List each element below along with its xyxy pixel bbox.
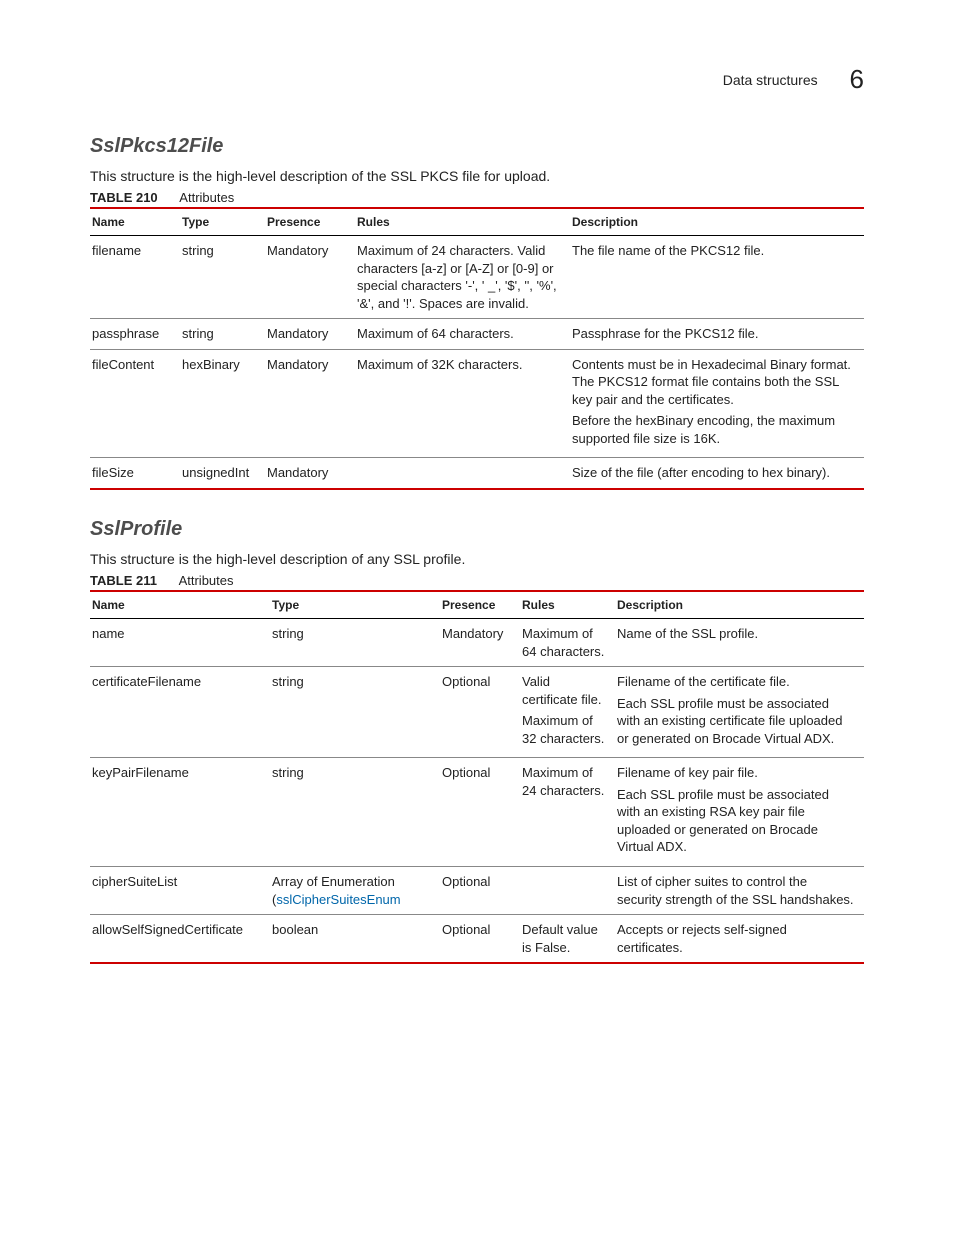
table211-label: Attributes	[179, 573, 234, 588]
cell-desc: Filename of key pair file. Each SSL prof…	[615, 758, 864, 867]
col-description: Description	[615, 591, 864, 619]
cell-name: cipherSuiteList	[90, 867, 270, 915]
table-sslpkcs12file: Name Type Presence Rules Description fil…	[90, 207, 864, 490]
col-description: Description	[570, 208, 864, 236]
cell-type: string	[180, 319, 265, 350]
cell-desc-p2: Before the hexBinary encoding, the maxim…	[572, 412, 854, 447]
col-rules: Rules	[520, 591, 615, 619]
table-row: allowSelfSignedCertificate boolean Optio…	[90, 915, 864, 964]
cell-desc: Size of the file (after encoding to hex …	[570, 458, 864, 489]
table-row: fileContent hexBinary Mandatory Maximum …	[90, 349, 864, 458]
table211-number: TABLE 211	[90, 573, 157, 588]
cell-rules	[355, 458, 570, 489]
col-name: Name	[90, 208, 180, 236]
table211-caption: TABLE 211 Attributes	[90, 573, 864, 588]
section1-intro: This structure is the high-level descrip…	[90, 168, 864, 184]
cell-desc-p2: Each SSL profile must be associated with…	[617, 695, 854, 748]
table-header-row: Name Type Presence Rules Description	[90, 208, 864, 236]
cell-type: unsignedInt	[180, 458, 265, 489]
cell-desc: Name of the SSL profile.	[615, 619, 864, 667]
header-title: Data structures	[723, 72, 818, 88]
enum-link[interactable]: sslCipherSuitesEnum	[276, 892, 400, 907]
cell-presence: Mandatory	[265, 319, 355, 350]
cell-type: hexBinary	[180, 349, 265, 458]
cell-desc: Contents must be in Hexadecimal Binary f…	[570, 349, 864, 458]
cell-presence: Mandatory	[440, 619, 520, 667]
cell-rules: Maximum of 64 characters.	[355, 319, 570, 350]
cell-name: filename	[90, 236, 180, 319]
table210-label: Attributes	[179, 190, 234, 205]
table-row: filename string Mandatory Maximum of 24 …	[90, 236, 864, 319]
col-presence: Presence	[440, 591, 520, 619]
chapter-number: 6	[850, 64, 864, 94]
table-header-row: Name Type Presence Rules Description	[90, 591, 864, 619]
cell-desc: Accepts or rejects self-signed certifica…	[615, 915, 864, 964]
running-header: Data structures 6	[90, 64, 864, 95]
cell-type: string	[270, 667, 440, 758]
cell-name: fileContent	[90, 349, 180, 458]
table-row: cipherSuiteList Array of Enumeration (ss…	[90, 867, 864, 915]
cell-type: string	[270, 758, 440, 867]
cell-rules-p2: Maximum of 32 characters.	[522, 712, 605, 747]
table210-number: TABLE 210	[90, 190, 158, 205]
cell-rules	[520, 867, 615, 915]
cell-rules: Valid certificate file. Maximum of 32 ch…	[520, 667, 615, 758]
table-row: certificateFilename string Optional Vali…	[90, 667, 864, 758]
cell-type: boolean	[270, 915, 440, 964]
cell-name: keyPairFilename	[90, 758, 270, 867]
cell-desc: Filename of the certificate file. Each S…	[615, 667, 864, 758]
col-rules: Rules	[355, 208, 570, 236]
cell-rules: Default value is False.	[520, 915, 615, 964]
col-presence: Presence	[265, 208, 355, 236]
cell-rules-p1: Valid certificate file.	[522, 673, 605, 708]
cell-presence: Optional	[440, 667, 520, 758]
cell-rules: Maximum of 64 characters.	[520, 619, 615, 667]
cell-name: passphrase	[90, 319, 180, 350]
section-heading-sslprofile: SslProfile	[90, 518, 864, 541]
cell-rules: Maximum of 24 characters.	[520, 758, 615, 867]
table-row: name string Mandatory Maximum of 64 char…	[90, 619, 864, 667]
cell-name: fileSize	[90, 458, 180, 489]
cell-rules: Maximum of 32K characters.	[355, 349, 570, 458]
section2-intro: This structure is the high-level descrip…	[90, 551, 864, 567]
cell-presence: Optional	[440, 915, 520, 964]
cell-desc-p2: Each SSL profile must be associated with…	[617, 786, 854, 856]
cell-presence: Mandatory	[265, 458, 355, 489]
cell-name: allowSelfSignedCertificate	[90, 915, 270, 964]
cell-name: certificateFilename	[90, 667, 270, 758]
col-type: Type	[180, 208, 265, 236]
cell-type: string	[180, 236, 265, 319]
cell-presence: Mandatory	[265, 236, 355, 319]
cell-presence: Mandatory	[265, 349, 355, 458]
cell-type: Array of Enumeration (sslCipherSuitesEnu…	[270, 867, 440, 915]
cell-desc: List of cipher suites to control the sec…	[615, 867, 864, 915]
col-name: Name	[90, 591, 270, 619]
cell-desc-p1: Contents must be in Hexadecimal Binary f…	[572, 356, 854, 409]
cell-desc-p1: Filename of the certificate file.	[617, 673, 854, 691]
table-row: fileSize unsignedInt Mandatory Size of t…	[90, 458, 864, 489]
cell-type: string	[270, 619, 440, 667]
cell-presence: Optional	[440, 758, 520, 867]
cell-desc: Passphrase for the PKCS12 file.	[570, 319, 864, 350]
table-row: passphrase string Mandatory Maximum of 6…	[90, 319, 864, 350]
cell-name: name	[90, 619, 270, 667]
cell-rules: Maximum of 24 characters. Valid characte…	[355, 236, 570, 319]
cell-desc: The file name of the PKCS12 file.	[570, 236, 864, 319]
cell-desc-p1: Filename of key pair file.	[617, 764, 854, 782]
section-heading-sslpkcs12file: SslPkcs12File	[90, 135, 864, 158]
page: Data structures 6 SslPkcs12File This str…	[0, 0, 954, 1052]
col-type: Type	[270, 591, 440, 619]
table-sslprofile: Name Type Presence Rules Description nam…	[90, 590, 864, 964]
table210-caption: TABLE 210 Attributes	[90, 190, 864, 205]
table-row: keyPairFilename string Optional Maximum …	[90, 758, 864, 867]
cell-presence: Optional	[440, 867, 520, 915]
